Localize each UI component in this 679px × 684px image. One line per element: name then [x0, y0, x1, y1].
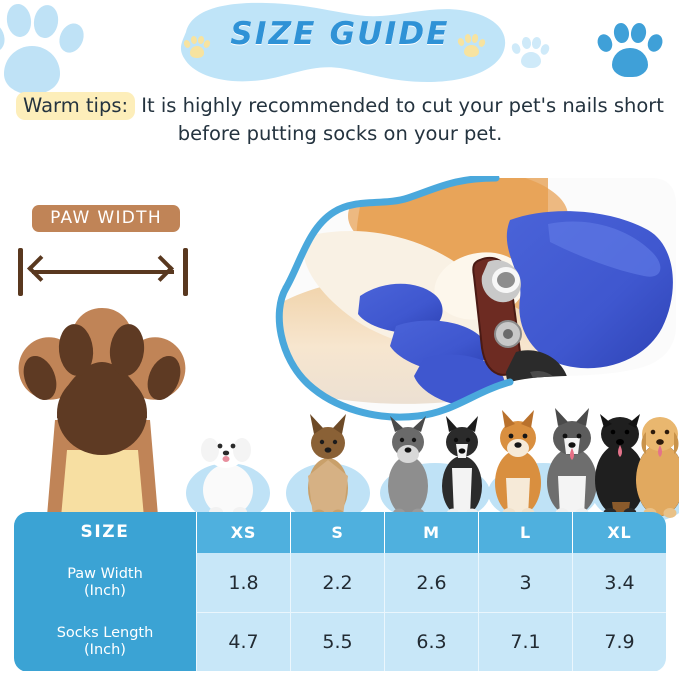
table-header-m: M [384, 512, 478, 553]
row-label-paw-width: Paw Width (Inch) [14, 553, 196, 612]
row-label-text: Socks Length [56, 624, 154, 641]
dog-husky [547, 408, 597, 518]
dog-schnauzer [388, 416, 428, 518]
paw-center-pad-top [57, 362, 147, 418]
paw-toe [23, 355, 57, 401]
table-header-xl: XL [572, 512, 666, 553]
dog-shiba-inu [495, 410, 541, 518]
socks-length-l: 7.1 [478, 612, 572, 671]
paw-width-s: 2.2 [290, 553, 384, 612]
socks-length-m: 6.3 [384, 612, 478, 671]
header-blob-shape [180, 2, 506, 83]
paw-toe [147, 355, 181, 401]
dog-breeds-strip [186, 408, 679, 523]
paw-width-l: 3 [478, 553, 572, 612]
warm-tips: Warm tips: It is highly recommended to c… [14, 92, 666, 148]
paw-toe [58, 324, 94, 376]
table-header-l: L [478, 512, 572, 553]
paw-width-m: 2.6 [384, 553, 478, 612]
photo-content [279, 178, 676, 418]
table-header-s: S [290, 512, 384, 553]
table-row-socks-length: Socks Length (Inch) 4.7 5.5 6.3 7.1 7.9 [14, 612, 666, 671]
row-label-socks-length: Socks Length (Inch) [14, 612, 196, 671]
arrow-shaft [32, 270, 174, 274]
paw-width-badge: PAW WIDTH [32, 205, 180, 232]
dog-rottweiler [595, 414, 645, 518]
warm-tips-label: Warm tips: [16, 92, 136, 120]
page-title: SIZE GUIDE [230, 16, 450, 52]
arrow-head-left-icon [27, 255, 54, 282]
dog-yorkshire-terrier [308, 414, 348, 519]
measure-tick-left [18, 248, 23, 296]
dog-golden-retriever [636, 417, 679, 518]
paw-width-measure-arrow [18, 248, 188, 296]
socks-length-xl: 7.9 [572, 612, 666, 671]
dog-border-collie [442, 416, 482, 518]
row-label-text: Paw Width [67, 565, 143, 582]
paw-print-icon [510, 32, 552, 70]
dog-bichon-frise [201, 428, 253, 517]
table-header-xs: XS [196, 512, 290, 553]
socks-length-xs: 4.7 [196, 612, 290, 671]
paw-width-xl: 3.4 [572, 553, 666, 612]
table-row-paw-width: Paw Width (Inch) 1.8 2.2 2.6 3 3.4 [14, 553, 666, 612]
table-header-size-label: SIZE [14, 512, 196, 553]
warm-tips-text: It is highly recommended to cut your pet… [141, 94, 664, 145]
dog-paw-illustration [18, 308, 186, 540]
socks-length-s: 5.5 [290, 612, 384, 671]
paw-print-icon [0, 0, 88, 98]
nail-clipping-photo [275, 176, 676, 421]
paw-toe [109, 324, 145, 376]
size-table: SIZE XS S M L XL Paw Width (Inch) 1.8 2.… [14, 512, 666, 672]
paw-print-icon [595, 14, 665, 80]
arrow-head-right-icon [147, 255, 174, 282]
paw-width-xs: 1.8 [196, 553, 290, 612]
row-label-unit: (Inch) [84, 641, 126, 658]
measure-tick-right [183, 248, 188, 296]
table-header-row: SIZE XS S M L XL [14, 512, 666, 553]
row-label-unit: (Inch) [84, 582, 126, 599]
